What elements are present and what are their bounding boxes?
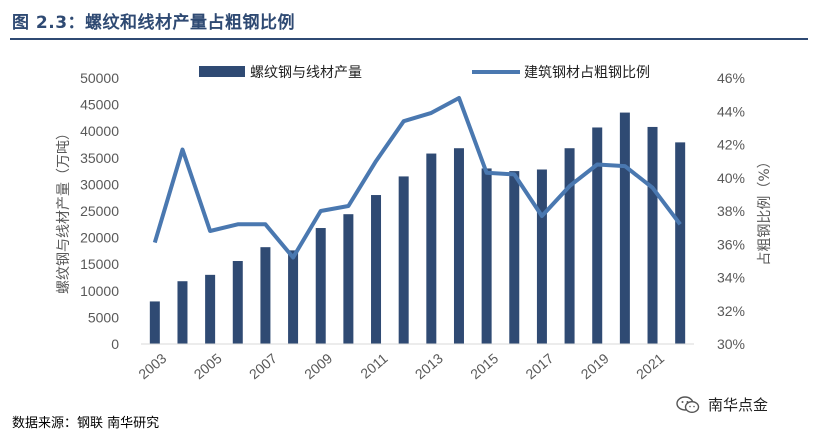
y-left-tick-label: 25000 — [80, 203, 119, 219]
y-right-tick-label: 32% — [717, 303, 745, 319]
bar-2008 — [288, 250, 299, 344]
bar-series — [149, 112, 686, 344]
y-right-tick-label: 42% — [717, 137, 745, 153]
y-right-tick-label: 40% — [717, 170, 745, 186]
y-left-tick-label: 40000 — [80, 123, 119, 139]
right-axis-ticks: 30% 32% 34% 36% 38% 40% 42% 44% 46% — [717, 70, 745, 352]
y-left-tick-label: 5000 — [88, 309, 119, 325]
source-note: 数据来源：钢联 南华研究 — [12, 416, 160, 431]
y-left-axis-title: 螺纹钢与线材产量（万吨） — [56, 126, 72, 294]
y-right-tick-label: 34% — [717, 270, 745, 286]
y-right-tick-label: 36% — [717, 236, 745, 252]
bar-2012 — [398, 176, 409, 344]
legend-line-label: 建筑钢材占粗钢比例 — [524, 65, 650, 81]
x-tick-label: 2017 — [522, 350, 556, 382]
bar-2020 — [619, 112, 630, 344]
y-right-tick-label: 46% — [717, 70, 745, 86]
bar-2009 — [315, 228, 326, 344]
x-tick-label: 2013 — [412, 350, 446, 382]
x-tick-label: 2007 — [246, 350, 280, 382]
bar-2018 — [564, 148, 575, 344]
bar-2004 — [177, 281, 188, 344]
legend-bar-label: 螺纹钢与线材产量 — [250, 65, 362, 81]
y-left-tick-label: 15000 — [80, 256, 119, 272]
x-tick-label: 2011 — [357, 350, 391, 382]
y-right-tick-label: 38% — [717, 203, 745, 219]
x-tick-label: 2003 — [135, 350, 169, 382]
bar-2014 — [453, 148, 464, 344]
y-right-tick-label: 30% — [717, 336, 745, 352]
legend-bar-swatch — [199, 66, 245, 77]
y-left-tick-label: 45000 — [80, 97, 119, 113]
title-divider — [10, 38, 808, 40]
y-left-tick-label: 30000 — [80, 176, 119, 192]
figure-title: 图 2.3：螺纹和线材产量占粗钢比例 — [12, 13, 296, 33]
y-left-tick-label: 20000 — [80, 230, 119, 246]
y-left-tick-label: 0 — [111, 336, 119, 352]
left-axis-ticks: 0 5000 10000 15000 20000 25000 30000 35000 40000… — [80, 70, 119, 352]
bar-2015 — [481, 168, 492, 344]
watermark-text: 南华点金 — [708, 396, 769, 414]
y-left-tick-label: 50000 — [80, 70, 119, 86]
x-tick-label: 2005 — [191, 350, 225, 382]
bar-2007 — [260, 247, 271, 344]
x-tick-label: 2015 — [467, 350, 501, 382]
x-axis-ticks: 2003 2005 2007 2009 2011 2013 2015 2017 2019 2021 — [135, 350, 667, 382]
bar-2011 — [371, 195, 382, 344]
bar-2006 — [232, 261, 243, 344]
bar-2017 — [536, 169, 547, 344]
wechat-icon — [676, 395, 700, 413]
bar-2016 — [509, 171, 520, 344]
y-right-tick-label: 44% — [717, 103, 745, 119]
x-tick-label: 2021 — [633, 350, 667, 382]
bar-2013 — [426, 153, 437, 344]
bar-2003 — [149, 301, 160, 344]
y-right-axis-title: 占粗钢比例（%） — [757, 154, 773, 265]
y-left-tick-label: 10000 — [80, 283, 119, 299]
x-tick-label: 2019 — [578, 350, 612, 382]
bar-2019 — [592, 127, 603, 344]
bar-2010 — [343, 214, 354, 344]
bar-2022 — [675, 142, 686, 344]
y-left-tick-label: 35000 — [80, 150, 119, 166]
bar-2005 — [205, 274, 216, 344]
ratio-line — [152, 96, 682, 260]
x-tick-label: 2009 — [301, 350, 335, 382]
bar-2021 — [647, 126, 658, 344]
watermark: 南华点金 — [676, 394, 768, 415]
